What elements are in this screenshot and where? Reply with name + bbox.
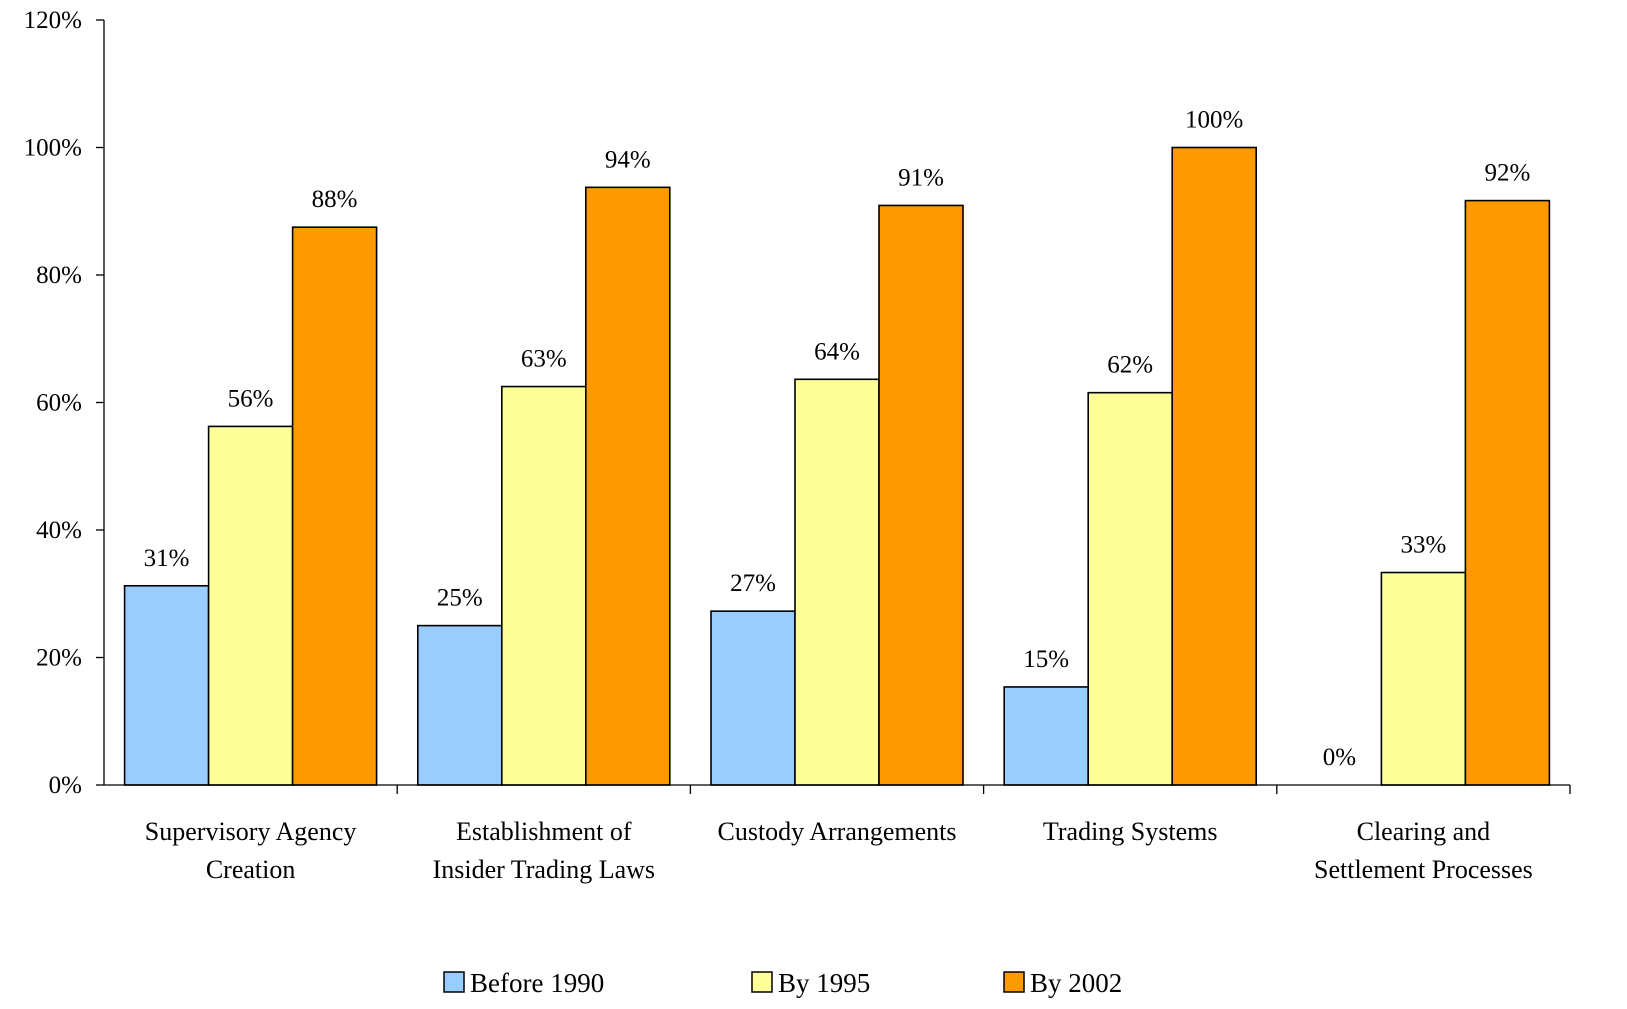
- data-label: 100%: [1185, 107, 1243, 134]
- bar: [794, 378, 880, 786]
- data-label: 94%: [605, 146, 651, 173]
- x-category-label: Establishment of: [456, 817, 632, 846]
- legend-swatch: [1003, 971, 1025, 993]
- x-category-label: Insider Trading Laws: [433, 855, 655, 884]
- bar: [1087, 391, 1173, 786]
- bar: [710, 610, 796, 786]
- data-label: 62%: [1107, 352, 1153, 379]
- data-label: 0%: [1323, 744, 1356, 771]
- data-label: 56%: [228, 385, 274, 412]
- bar: [1380, 571, 1467, 786]
- x-category-label: Trading Systems: [1043, 817, 1218, 846]
- data-label: 31%: [144, 545, 190, 572]
- data-label: 15%: [1023, 646, 1069, 673]
- y-tick-label: 40%: [36, 517, 82, 544]
- data-label: 88%: [312, 186, 358, 213]
- bar: [1464, 199, 1551, 786]
- x-category-label: Settlement Processes: [1314, 855, 1533, 884]
- x-category-label: Supervisory Agency: [145, 817, 357, 846]
- legend-label: By 2002: [1030, 968, 1122, 998]
- y-tick-label: 0%: [49, 772, 82, 799]
- bar: [291, 226, 378, 786]
- bar: [207, 425, 294, 786]
- y-tick-label: 80%: [36, 262, 82, 289]
- bar: [500, 385, 587, 786]
- legend-swatch: [751, 971, 773, 993]
- y-tick-label: 100%: [24, 135, 82, 162]
- legend-swatch: [443, 971, 465, 993]
- y-tick-label: 60%: [36, 390, 82, 417]
- bar: [123, 584, 210, 786]
- x-category-label: Clearing and: [1357, 817, 1491, 846]
- bar: [1171, 146, 1257, 786]
- legend-label: By 1995: [778, 968, 870, 998]
- bar: [584, 186, 671, 786]
- x-category-label: Custody Arrangements: [717, 817, 956, 846]
- y-tick-label: 120%: [24, 7, 82, 34]
- data-label: 64%: [814, 338, 860, 365]
- y-tick-label: 20%: [36, 645, 82, 672]
- data-label: 27%: [730, 570, 776, 597]
- data-label: 92%: [1484, 160, 1530, 187]
- legend-label: Before 1990: [470, 968, 604, 998]
- bar: [878, 204, 964, 786]
- bar: [1003, 686, 1090, 786]
- x-category-label: Creation: [206, 855, 296, 884]
- data-label: 91%: [898, 164, 944, 191]
- data-label: 63%: [521, 346, 567, 373]
- data-label: 25%: [437, 585, 483, 612]
- data-label: 33%: [1400, 532, 1446, 559]
- bar: [416, 624, 503, 786]
